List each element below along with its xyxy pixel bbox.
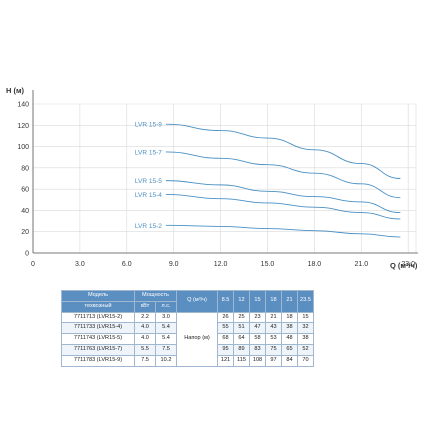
header-flow-5: 23.5	[297, 290, 314, 313]
chart-axes: H (м) Q (м³/ч) 0 20 40 60 80 100 120 140 0 3.0 6.0…	[6, 86, 418, 270]
head-cell: 58	[249, 333, 266, 345]
header-kw: кВт	[134, 300, 156, 313]
series-line-1	[165, 151, 401, 199]
pump-curve-chart: H (м) Q (м³/ч) 0 20 40 60 80 100 120 140 0 3.0 6.0…	[6, 86, 418, 270]
header-flow-0: 8.5	[217, 290, 234, 313]
series-label: LVR 15-2	[135, 223, 162, 230]
head-cell: 75	[265, 343, 282, 356]
head-cell: 70	[297, 354, 314, 367]
hp-cell: 10.2	[155, 354, 177, 367]
head-cell: 43	[265, 322, 282, 335]
table-row: 7711783 (LVR15-9) 7.5 10.2 121 115 108 9…	[61, 354, 314, 367]
y-tick-label: 60	[21, 187, 29, 194]
model-cell: 7711783 (LVR15-9)	[61, 354, 135, 367]
head-cell: 97	[265, 354, 282, 367]
x-tick-label: 23.0	[401, 261, 415, 268]
header-model: Модель	[61, 290, 135, 302]
model-cell: 7711763 (LVR15-7)	[61, 343, 135, 356]
table-row: 7711713 (LVR15-2) 2.2 3.0 Напор (м) 26 2…	[61, 311, 314, 367]
head-label: Напор (м)	[176, 311, 218, 367]
head-cell: 38	[281, 322, 298, 335]
head-cell: 64	[233, 333, 250, 345]
series-label: LVR 15-5	[135, 178, 162, 185]
x-tick-label: 18.0	[308, 261, 322, 268]
series-label: LVR 15-9	[135, 122, 162, 129]
x-tick-label: 15.0	[261, 261, 275, 268]
series-line-2	[165, 180, 401, 214]
hp-cell: 3.0	[155, 311, 177, 324]
hp-cell: 5.4	[155, 322, 177, 335]
header-power: Мощность	[134, 290, 177, 302]
table-row: 7711743 (LVR15-5) 4.0 5.4 68 64 58 53 48…	[61, 333, 314, 345]
y-tick-label: 120	[17, 123, 29, 130]
header-flow-3: 18	[265, 290, 282, 313]
head-cell: 53	[265, 333, 282, 345]
head-cell: 18	[281, 311, 298, 324]
header-model-sub: техвозный	[61, 300, 135, 313]
y-tick-label: 100	[17, 144, 29, 151]
y-tick-label: 0	[25, 251, 29, 258]
head-cell: 26	[217, 311, 234, 324]
kw-cell: 4.0	[134, 333, 156, 345]
head-cell: 68	[217, 333, 234, 345]
head-cell: 21	[265, 311, 282, 324]
header-flow-4: 21	[281, 290, 298, 313]
head-cell: 95	[217, 343, 234, 356]
x-tick-label: 9.0	[169, 261, 179, 268]
head-cell: 52	[297, 343, 314, 356]
x-tick-label: 6.0	[122, 261, 132, 268]
head-cell: 32	[297, 322, 314, 335]
head-cell: 48	[281, 333, 298, 345]
series-line-0	[165, 123, 401, 179]
model-cell: 7711743 (LVR15-5)	[61, 333, 135, 345]
y-tick-label: 80	[21, 165, 29, 172]
kw-cell: 7.5	[134, 354, 156, 367]
model-cell: 7711733 (LVR15-4)	[61, 322, 135, 335]
spec-table: Модель Мощность Q (м³/ч) 8.5 12 15 18 21…	[61, 290, 314, 367]
head-cell: 55	[217, 322, 234, 335]
head-cell: 51	[233, 322, 250, 335]
head-cell: 121	[217, 354, 234, 367]
kw-cell: 4.0	[134, 322, 156, 335]
chart-grid	[32, 103, 417, 254]
head-cell: 115	[233, 354, 250, 367]
y-axis-title: H (м)	[6, 86, 25, 95]
header-q: Q (м³/ч)	[176, 290, 218, 313]
head-cell: 65	[281, 343, 298, 356]
hp-cell: 5.4	[155, 333, 177, 345]
kw-cell: 2.2	[134, 311, 156, 324]
model-cell: 7711713 (LVR15-2)	[61, 311, 135, 324]
head-cell: 47	[249, 322, 266, 335]
y-tick-label: 20	[21, 229, 29, 236]
series-line-3	[165, 194, 401, 220]
header-hp: л.с.	[155, 300, 177, 313]
head-cell: 108	[249, 354, 266, 367]
head-cell: 23	[249, 311, 266, 324]
kw-cell: 5.5	[134, 343, 156, 356]
head-cell: 38	[297, 333, 314, 345]
table-row: 7711733 (LVR15-4) 4.0 5.4 55 51 47 43 38…	[61, 322, 314, 335]
head-cell: 83	[249, 343, 266, 356]
chart-series: LVR 15-9 LVR 15-7 LVR 15-5 LVR 15-4 LVR 15-2	[135, 122, 401, 238]
x-tick-label: 3.0	[75, 261, 85, 268]
x-axis-title: Q (м³/ч)	[390, 261, 418, 270]
y-tick-label: 40	[21, 208, 29, 215]
series-label: LVR 15-4	[135, 192, 162, 199]
head-cell: 25	[233, 311, 250, 324]
header-flow-1: 12	[233, 290, 250, 313]
hp-cell: 7.5	[155, 343, 177, 356]
x-tick-label: 12.0	[214, 261, 228, 268]
head-cell: 89	[233, 343, 250, 356]
x-tick-label: 0	[31, 261, 35, 268]
y-tick-label: 140	[17, 102, 29, 109]
series-line-4	[165, 224, 401, 238]
head-cell: 84	[281, 354, 298, 367]
header-model-label: Модель	[87, 292, 109, 298]
series-label: LVR 15-7	[135, 149, 162, 156]
head-cell: 15	[297, 311, 314, 324]
header-flow-2: 15	[249, 290, 266, 313]
x-tick-label: 21.0	[354, 261, 368, 268]
